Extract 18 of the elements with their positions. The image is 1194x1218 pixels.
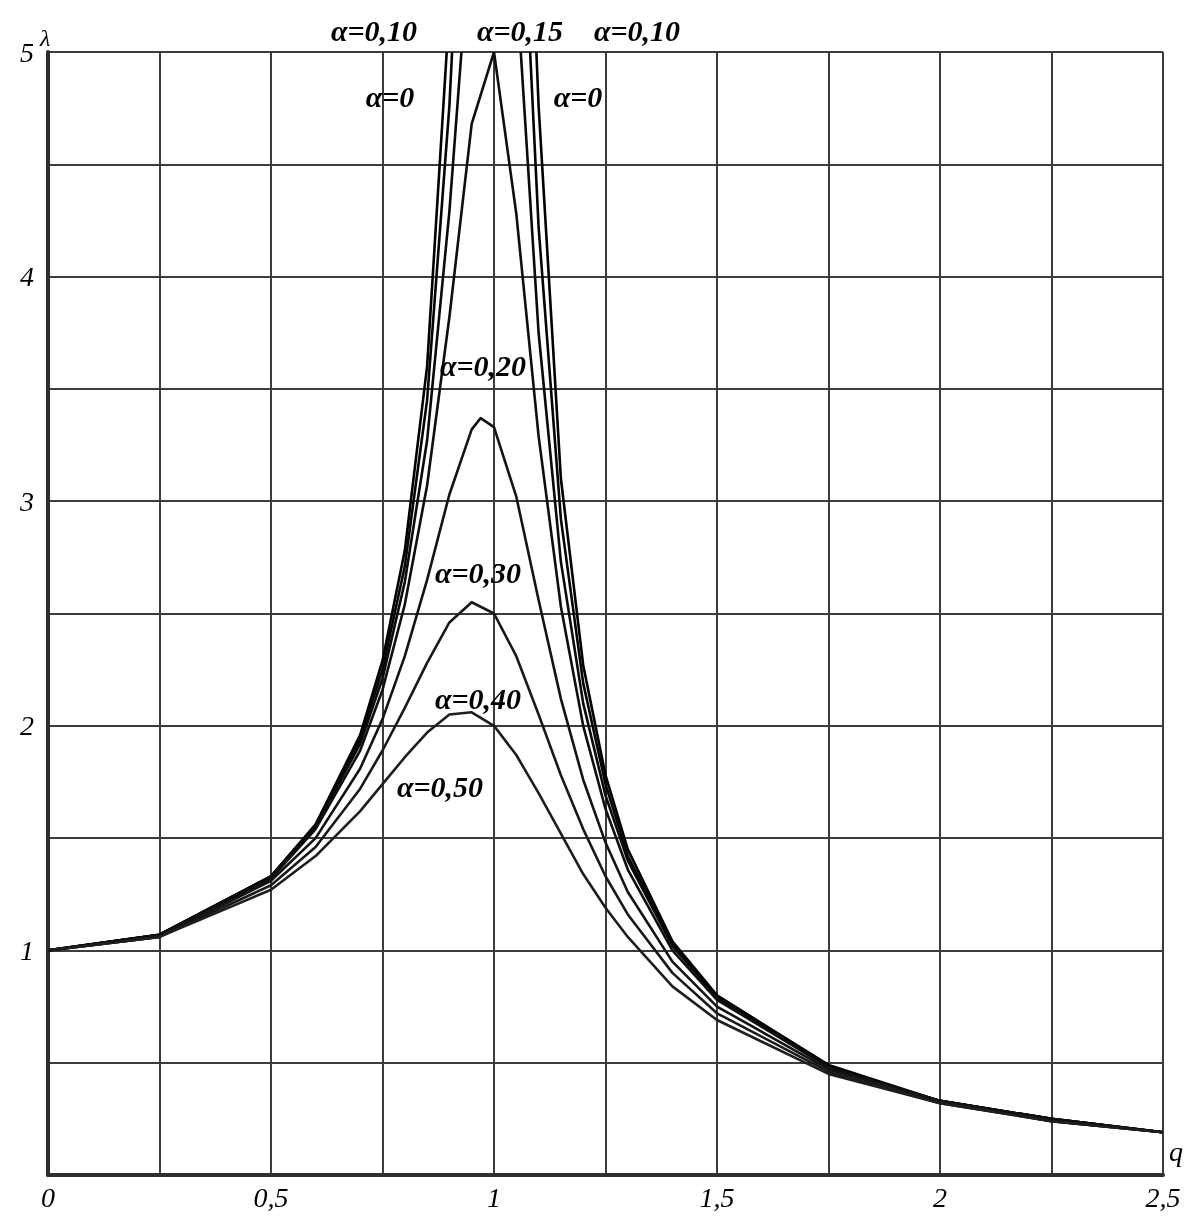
- text: α=0,10: [330, 13, 418, 47]
- x-tick-label: 1: [487, 1181, 501, 1213]
- y-axis-title: λ: [39, 25, 51, 51]
- y-tick-label: 5: [20, 36, 34, 68]
- y-tick-label: 4: [20, 261, 34, 293]
- y-tick-label: 1: [20, 934, 34, 966]
- x-tick-label: 1,5: [699, 1181, 735, 1213]
- x-tick-label: 0: [41, 1181, 55, 1213]
- text: α=0,15: [476, 13, 564, 47]
- y-tick-label: 3: [19, 485, 34, 517]
- annotation: α=0: [553, 79, 603, 113]
- x-axis-title: q: [1169, 1135, 1183, 1167]
- text: α=0,10: [593, 13, 681, 47]
- x-tick-label: 2: [933, 1181, 947, 1213]
- annotation: α=0,50: [396, 769, 484, 803]
- x-tick-label: 0,5: [253, 1181, 289, 1213]
- x-tick-label: 2,5: [1145, 1181, 1181, 1213]
- y-tick-label: 2: [20, 710, 34, 742]
